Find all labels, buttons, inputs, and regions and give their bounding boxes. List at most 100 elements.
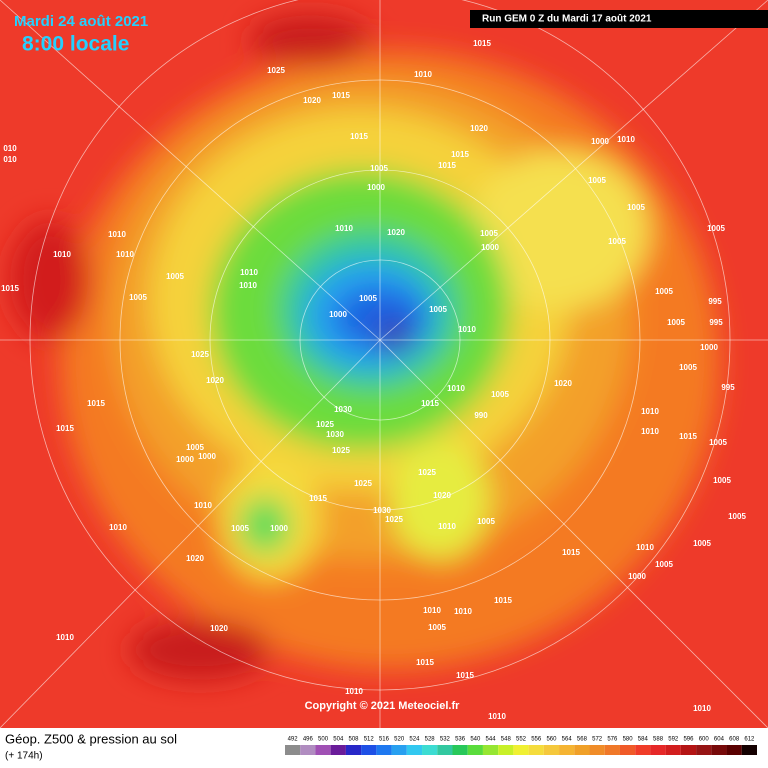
pressure-label: 1005 <box>370 164 388 173</box>
scale-label: 544 <box>486 737 497 743</box>
pressure-label: 1025 <box>385 515 403 524</box>
scale-swatch <box>330 745 346 755</box>
pressure-label: 995 <box>708 297 722 306</box>
scale-label: 600 <box>699 737 710 743</box>
pressure-label: 1015 <box>451 150 469 159</box>
scale-label: 516 <box>379 737 390 743</box>
scale-label: 520 <box>394 737 405 743</box>
pressure-label: 1020 <box>387 228 405 237</box>
pressure-label: 1000 <box>591 137 609 146</box>
pressure-label: 1000 <box>270 524 288 533</box>
scale-label: 504 <box>333 737 344 743</box>
pressure-label: 1005 <box>713 476 731 485</box>
scale-swatch <box>528 745 544 755</box>
pressure-label: 1005 <box>588 176 606 185</box>
pressure-label: 1000 <box>176 455 194 464</box>
pressure-label: 1000 <box>700 343 718 352</box>
scale-label: 556 <box>531 737 542 743</box>
scale-swatch <box>376 745 392 755</box>
pressure-label: 1015 <box>416 658 434 667</box>
scale-label: 508 <box>349 737 360 743</box>
legend-title: Géop. Z500 & pression au sol <box>5 731 177 746</box>
legend-subtitle: (+ 174h) <box>5 751 43 762</box>
forecast-time: 8:00 locale <box>22 33 129 56</box>
pressure-label: 1005 <box>491 390 509 399</box>
pressure-label: 1010 <box>53 250 71 259</box>
pressure-label: 1015 <box>562 548 580 557</box>
pressure-label: 1000 <box>481 243 499 252</box>
scale-swatch <box>741 745 757 755</box>
pressure-label: 1010 <box>641 407 659 416</box>
scale-label: 568 <box>577 737 588 743</box>
scale-label: 612 <box>744 737 755 743</box>
forecast-date: Mardi 24 août 2021 <box>14 13 148 30</box>
pressure-label: 1025 <box>191 350 209 359</box>
pressure-label: 1010 <box>109 523 127 532</box>
pressure-label: 1010 <box>56 633 74 642</box>
pressure-label: 1010 <box>693 704 711 713</box>
scale-swatch <box>711 745 727 755</box>
pressure-label: 1020 <box>470 124 488 133</box>
pressure-label: 1005 <box>359 294 377 303</box>
pressure-label: 1015 <box>679 432 697 441</box>
pressure-label: 1010 <box>488 712 506 721</box>
graticule <box>0 0 768 729</box>
pressure-label: 1010 <box>454 607 472 616</box>
scale-swatch <box>300 745 316 755</box>
scale-swatch <box>391 745 407 755</box>
scale-label: 576 <box>607 737 618 743</box>
pressure-label: 1025 <box>418 468 436 477</box>
pressure-label: 1015 <box>473 39 491 48</box>
pressure-label: 1005 <box>480 229 498 238</box>
scale-swatch <box>406 745 423 755</box>
scale-swatch <box>437 745 453 755</box>
pressure-label: 1005 <box>709 438 727 447</box>
scale-swatch <box>680 745 697 755</box>
scale-swatch <box>559 745 575 755</box>
scale-label: 496 <box>303 737 314 743</box>
pressure-label: 1010 <box>194 501 212 510</box>
scale-label: 588 <box>653 737 664 743</box>
scale-swatch <box>513 745 529 755</box>
scale-swatch <box>726 745 742 755</box>
scale-label: 536 <box>455 737 466 743</box>
scale-label: 532 <box>440 737 451 743</box>
pressure-label: 995 <box>709 318 723 327</box>
pressure-label: 1010 <box>458 325 476 334</box>
pressure-label: 1010 <box>240 268 258 277</box>
pressure-label: 010 <box>3 144 17 153</box>
pressure-label: 1010 <box>617 135 635 144</box>
scale-swatch <box>650 745 666 755</box>
pressure-label: 1000 <box>198 452 216 461</box>
scale-swatch <box>345 745 362 755</box>
pressure-label: 1015 <box>494 596 512 605</box>
pressure-label: 1020 <box>433 491 451 500</box>
pressure-label: 1005 <box>693 539 711 548</box>
scale-label: 500 <box>318 737 329 743</box>
pressure-label: 1000 <box>367 183 385 192</box>
pressure-label: 1005 <box>428 623 446 632</box>
scale-swatch <box>482 745 499 755</box>
pressure-label: 1020 <box>303 96 321 105</box>
pressure-label: 1015 <box>421 399 439 408</box>
pressure-label: 1025 <box>316 420 334 429</box>
pressure-label: 1010 <box>423 606 441 615</box>
pressure-label: 1015 <box>56 424 74 433</box>
scale-swatch <box>361 745 377 755</box>
scale-label: 548 <box>501 737 512 743</box>
pressure-label: 1005 <box>627 203 645 212</box>
pressure-label: 1015 <box>350 132 368 141</box>
scale-swatch <box>422 745 438 755</box>
pressure-label: 1010 <box>108 230 126 239</box>
pressure-label: 1030 <box>326 430 344 439</box>
pressure-label: 1015 <box>87 399 105 408</box>
scale-label: 492 <box>288 737 299 743</box>
scale-swatch <box>452 745 468 755</box>
pressure-label: 1010 <box>438 522 456 531</box>
scale-swatch <box>543 745 560 755</box>
scale-swatch <box>315 745 331 755</box>
run-info: Run GEM 0 Z du Mardi 17 août 2021 <box>482 14 652 25</box>
pressure-label: 1025 <box>267 66 285 75</box>
pressure-label: 1005 <box>129 293 147 302</box>
